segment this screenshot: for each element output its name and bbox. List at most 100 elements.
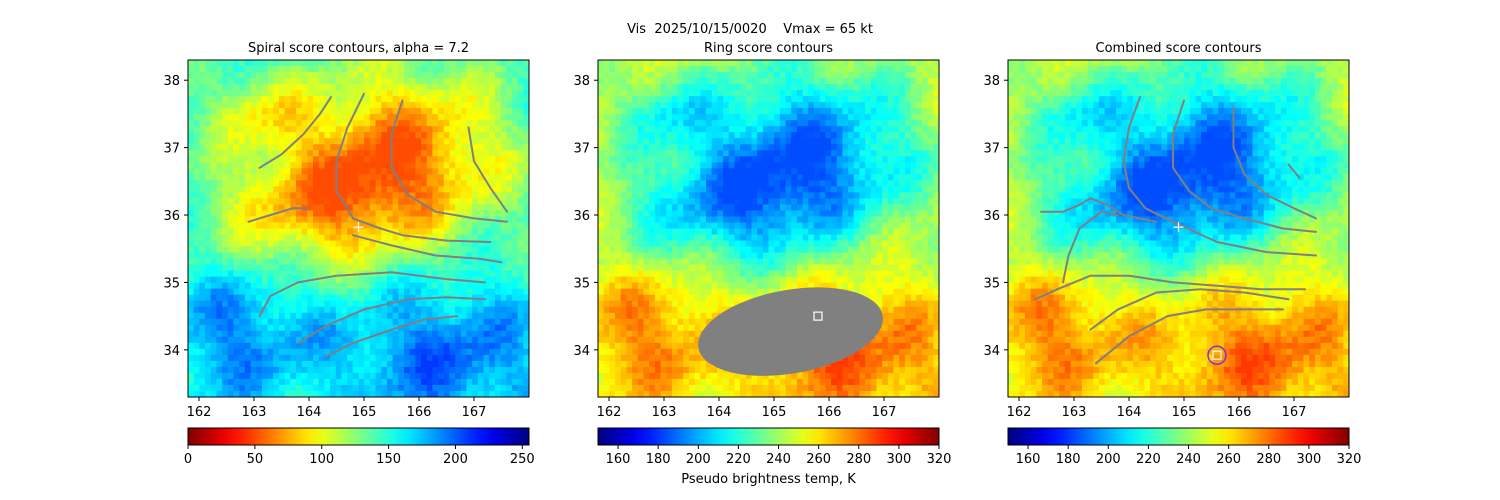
y-tick-label: 36: [573, 209, 590, 224]
contour-line: [1287, 163, 1301, 179]
contour-line: [1122, 96, 1317, 257]
x-tick-label: 163: [1062, 405, 1087, 420]
panel-2: Ring score contours 162 163 164 165 166 167 34 3…: [573, 41, 951, 487]
x-tick-label: 164: [707, 405, 732, 420]
contour-line: [1040, 197, 1158, 223]
x-tick-label: 167: [1282, 405, 1307, 420]
center-marker: [353, 222, 364, 233]
colorbar-tick-label: 320: [927, 452, 952, 467]
colorbar-gradient: [187, 427, 530, 446]
y-tick-label: 38: [983, 74, 1000, 89]
contour-line: [1062, 210, 1119, 284]
colorbar-gradient: [597, 427, 940, 446]
best-point-marker: [813, 311, 823, 321]
contour-line: [467, 126, 508, 213]
x-tick-label: 162: [187, 405, 212, 420]
colorbar-tick-label: 240: [766, 452, 791, 467]
x-tick-label: 167: [462, 405, 487, 420]
colorbar-label: Pseudo brightness temp, K: [681, 472, 856, 487]
y-tick-label: 36: [163, 209, 180, 224]
x-tick-label: 163: [652, 405, 677, 420]
colorbar-tick-label: 280: [846, 452, 871, 467]
plot-frame: [1007, 59, 1350, 398]
x-tick-label: 166: [1227, 405, 1252, 420]
colorbar-tick-label: 320: [1337, 452, 1362, 467]
y-tick-label: 34: [573, 344, 590, 359]
panel-1: Spiral score contours, alpha = 7.2 162 163…: [163, 41, 534, 467]
colorbar-tick-label: 260: [806, 452, 831, 467]
colorbar-tick-label: 180: [1056, 452, 1081, 467]
satellite-image: [188, 60, 529, 397]
y-tick-label: 35: [983, 276, 1000, 291]
colorbar-tick-label: 180: [646, 452, 671, 467]
contour-line: [258, 96, 332, 169]
x-tick-label: 166: [817, 405, 842, 420]
colorbar-tick-label: 200: [686, 452, 711, 467]
colorbar-tick-label: 50: [247, 452, 264, 467]
y-tick-label: 38: [163, 74, 180, 89]
score-contours: [247, 92, 508, 358]
masked-region: [698, 287, 883, 376]
plot-frame: [597, 59, 940, 398]
colorbar: 160 180 200 220 240 260 280 300 320: [1007, 427, 1362, 467]
colorbar-tick-label: 300: [1296, 452, 1321, 467]
contour-line: [1034, 274, 1306, 301]
colorbar-tick-label: 100: [309, 452, 334, 467]
satellite-image: [598, 60, 939, 397]
colorbar-tick-label: 280: [1256, 452, 1281, 467]
contour-line: [1095, 308, 1284, 365]
panel-title: Spiral score contours, alpha = 7.2: [248, 41, 469, 56]
contour-line: [324, 315, 459, 358]
colorbar-tick-label: 260: [1216, 452, 1241, 467]
contour-line: [335, 92, 492, 243]
y-tick-label: 34: [163, 344, 180, 359]
y-tick-label: 37: [163, 142, 180, 157]
y-tick-label: 34: [983, 344, 1000, 359]
score-contours: [1034, 96, 1317, 365]
y-tick-label: 35: [163, 276, 180, 291]
contour-line: [352, 234, 503, 264]
colorbar: 160 180 200 220 240 260 280 300 320 Pseudo bright…: [597, 427, 952, 487]
x-tick-label: 165: [1172, 405, 1197, 420]
contour-line: [390, 99, 508, 223]
colorbar-tick-label: 160: [606, 452, 631, 467]
colorbar-tick-label: 220: [1136, 452, 1161, 467]
colorbar-tick-label: 200: [443, 452, 468, 467]
x-tick-label: 162: [597, 405, 622, 420]
colorbar-tick-label: 160: [1016, 452, 1041, 467]
panel-title: Ring score contours: [704, 41, 833, 56]
plot-frame: [187, 59, 530, 398]
contour-line: [258, 271, 486, 318]
colorbar-gradient: [1007, 427, 1350, 446]
contour-line: [297, 296, 486, 345]
panel-3: Combined score contours 162 163 164 165 166 16…: [983, 41, 1361, 467]
y-tick-label: 36: [983, 209, 1000, 224]
contour-line: [1232, 106, 1317, 220]
x-tick-label: 164: [297, 405, 322, 420]
x-tick-label: 166: [407, 405, 432, 420]
colorbar-tick-label: 200: [1096, 452, 1121, 467]
colorbar-tick-label: 300: [886, 452, 911, 467]
colorbar-tick-label: 220: [726, 452, 751, 467]
center-marker: [1173, 222, 1184, 233]
contour-line: [247, 207, 310, 223]
colorbar: 0 50 100 150 200 250: [184, 427, 535, 467]
panel-title: Combined score contours: [1096, 41, 1262, 56]
x-tick-label: 164: [1117, 405, 1142, 420]
best-point-marker: [1207, 345, 1227, 365]
y-tick-label: 38: [573, 74, 590, 89]
satellite-image: [1008, 60, 1349, 397]
colorbar-tick-label: 0: [184, 452, 192, 467]
y-tick-label: 37: [983, 142, 1000, 157]
x-tick-label: 165: [762, 405, 787, 420]
figure-suptitle: Vis 2025/10/15/0020 Vmax = 65 kt: [627, 22, 873, 37]
x-tick-label: 162: [1007, 405, 1032, 420]
x-tick-label: 163: [242, 405, 267, 420]
contour-line: [1172, 99, 1317, 233]
y-tick-label: 35: [573, 276, 590, 291]
x-tick-label: 167: [872, 405, 897, 420]
colorbar-tick-label: 240: [1176, 452, 1201, 467]
colorbar-tick-label: 150: [376, 452, 401, 467]
x-tick-label: 165: [352, 405, 377, 420]
